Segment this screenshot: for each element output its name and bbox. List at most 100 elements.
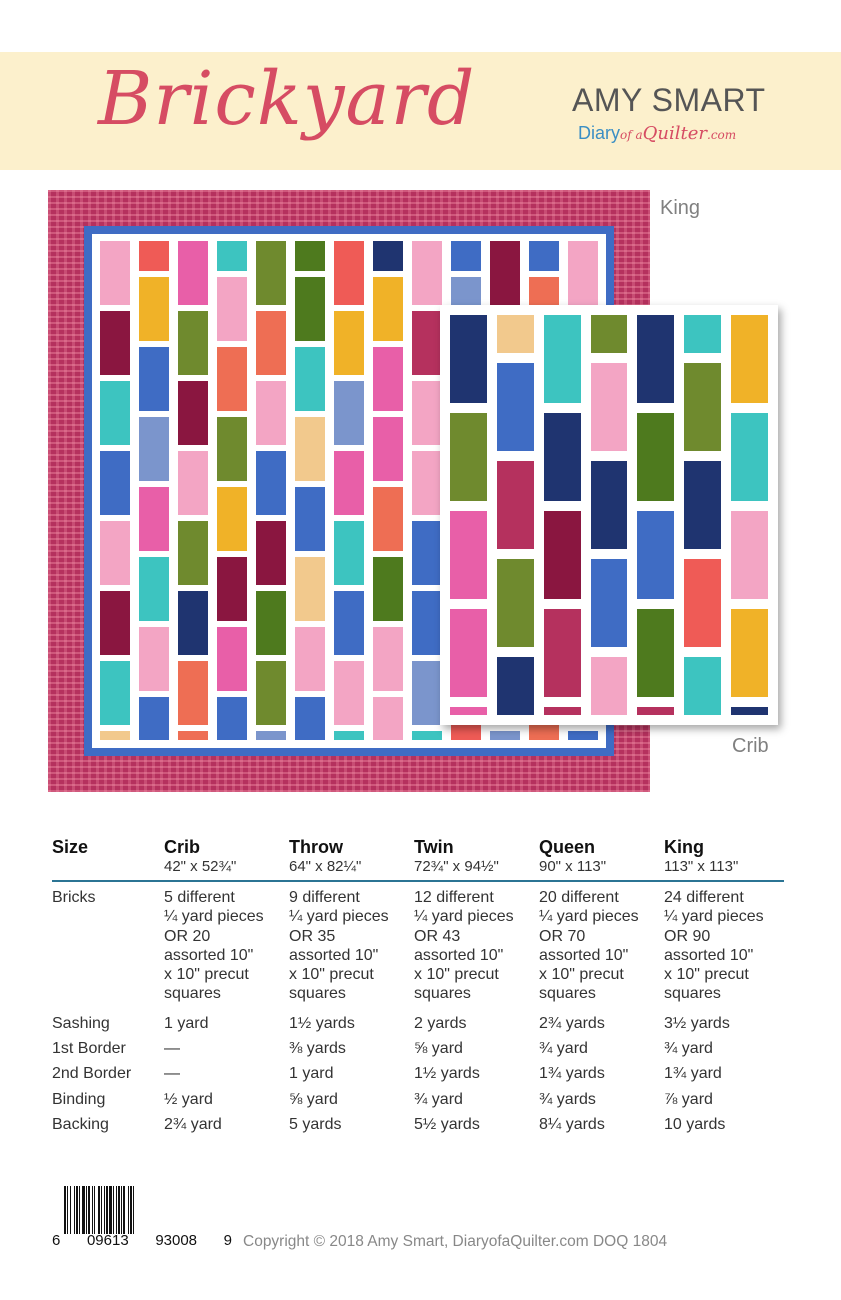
- table-row: 2nd Border — 1 yard 1½ yards 1¾ yards 1¾ yard: [52, 1064, 784, 1083]
- table-cell: 5 yards: [289, 1115, 342, 1133]
- fabric-brick: [496, 461, 534, 549]
- crib-brick-grid: [450, 315, 769, 715]
- fabric-brick: [373, 487, 403, 551]
- table-header-row: Size Crib 42" x 52¾" Throw 64" x 82¼" Twin…: [52, 836, 784, 882]
- fabric-brick: [731, 511, 769, 599]
- table-cell: ⅜ yards: [289, 1040, 346, 1058]
- fabric-brick: [590, 657, 628, 715]
- header-king: King 113" x 113": [664, 837, 739, 875]
- barcode-bar: [104, 1186, 105, 1234]
- table-cell: 3½ yards: [664, 1014, 730, 1032]
- brick-column: [100, 241, 130, 740]
- fabric-brick: [543, 707, 581, 715]
- fabric-brick: [139, 557, 169, 621]
- king-label: King: [660, 197, 701, 219]
- table-cell: ¾ yard: [414, 1090, 463, 1108]
- fabric-brick: [256, 521, 286, 585]
- fabric-brick: [256, 381, 286, 445]
- brick-column: [217, 241, 247, 740]
- brick-column: [450, 315, 487, 715]
- fabric-brick: [100, 381, 130, 445]
- fabric-brick: [496, 315, 534, 353]
- barcode-bar: [113, 1186, 114, 1234]
- fabric-brick: [590, 461, 628, 549]
- row-label: Bricks: [52, 889, 96, 906]
- fabric-brick: [590, 559, 628, 647]
- fabric-brick: [100, 661, 130, 725]
- table-body: Bricks 5 different ¼ yard pieces OR 20 assor…: [52, 888, 784, 1134]
- fabric-brick: [373, 241, 403, 271]
- table-row: Binding ½ yard ⅝ yard ¾ yard ¾ yards ⅞ yard: [52, 1090, 784, 1109]
- fabric-brick: [412, 241, 442, 305]
- designer-name: AMY SMART: [572, 82, 766, 118]
- barcode-bar: [118, 1186, 120, 1234]
- fabric-brick: [178, 451, 208, 515]
- fabric-brick: [334, 381, 364, 445]
- fabric-brick: [334, 241, 364, 305]
- fabric-brick: [100, 521, 130, 585]
- fabric-brick: [637, 609, 675, 697]
- crib-label: Crib: [732, 735, 769, 757]
- brick-column: [684, 315, 722, 715]
- row-label: Binding: [52, 1090, 106, 1108]
- fabric-brick: [637, 707, 675, 715]
- barcode-bar: [134, 1186, 136, 1234]
- fabric-brick: [450, 511, 487, 599]
- fabric-brick: [590, 315, 628, 353]
- barcode-bar: [116, 1186, 117, 1234]
- header-size: Size: [52, 837, 89, 857]
- fabric-brick: [412, 591, 442, 655]
- fabric-brick: [496, 363, 534, 451]
- fabric-brick: [543, 511, 581, 599]
- brick-column: [496, 315, 534, 715]
- table-cell: 2 yards: [414, 1014, 467, 1032]
- fabric-brick: [217, 487, 247, 551]
- barcode-bar: [109, 1186, 112, 1234]
- table-cell: ¾ yard: [539, 1040, 588, 1058]
- barcode-bar: [98, 1186, 100, 1234]
- fabric-brick: [731, 609, 769, 697]
- table-cell: 24 different ¼ yard pieces OR 90 assorted 1…: [664, 889, 764, 1003]
- fabric-brick: [543, 413, 581, 501]
- fabric-brick: [412, 731, 442, 740]
- fabric-brick: [178, 381, 208, 445]
- fabric-brick: [256, 591, 286, 655]
- fabric-brick: [100, 731, 130, 740]
- brick-column: [731, 315, 769, 715]
- fabric-brick: [178, 241, 208, 305]
- fabric-brick: [178, 591, 208, 655]
- site-part-ofa: of a: [620, 128, 643, 142]
- fabric-brick: [568, 731, 598, 740]
- table-cell: 20 different ¼ yard pieces OR 70 assorted 1…: [539, 889, 639, 1003]
- fabric-brick: [256, 241, 286, 305]
- brick-column: [590, 315, 628, 715]
- fabric-brick: [684, 461, 722, 549]
- fabric-brick: [373, 347, 403, 411]
- table-cell: 2¾ yard: [164, 1115, 222, 1133]
- fabric-brick: [217, 417, 247, 481]
- fabric-brick: [100, 591, 130, 655]
- fabric-brick: [139, 241, 169, 271]
- barcode-bar: [123, 1186, 125, 1234]
- fabric-brick: [412, 521, 442, 585]
- fabric-brick: [543, 609, 581, 697]
- fabric-brick: [373, 697, 403, 740]
- brick-column: [139, 241, 169, 740]
- row-label: 1st Border: [52, 1040, 126, 1058]
- barcode-bar: [88, 1186, 90, 1234]
- fabric-brick: [139, 347, 169, 411]
- table-cell: ⅝ yard: [289, 1090, 338, 1108]
- fabric-brick: [295, 557, 325, 621]
- header-crib: Crib 42" x 52¾": [164, 837, 237, 875]
- barcode-bar: [82, 1186, 85, 1234]
- table-row: Sashing 1 yard 1½ yards 2 yards 2¾ yards 3½ y…: [52, 1014, 784, 1033]
- fabric-brick: [373, 417, 403, 481]
- brick-column: [334, 241, 364, 740]
- fabric-brick: [334, 731, 364, 740]
- fabric-brick: [295, 417, 325, 481]
- fabric-brick: [295, 487, 325, 551]
- barcode-bar: [92, 1186, 93, 1234]
- fabric-brick: [217, 557, 247, 621]
- barcode-bar: [128, 1186, 129, 1234]
- fabric-brick: [412, 381, 442, 445]
